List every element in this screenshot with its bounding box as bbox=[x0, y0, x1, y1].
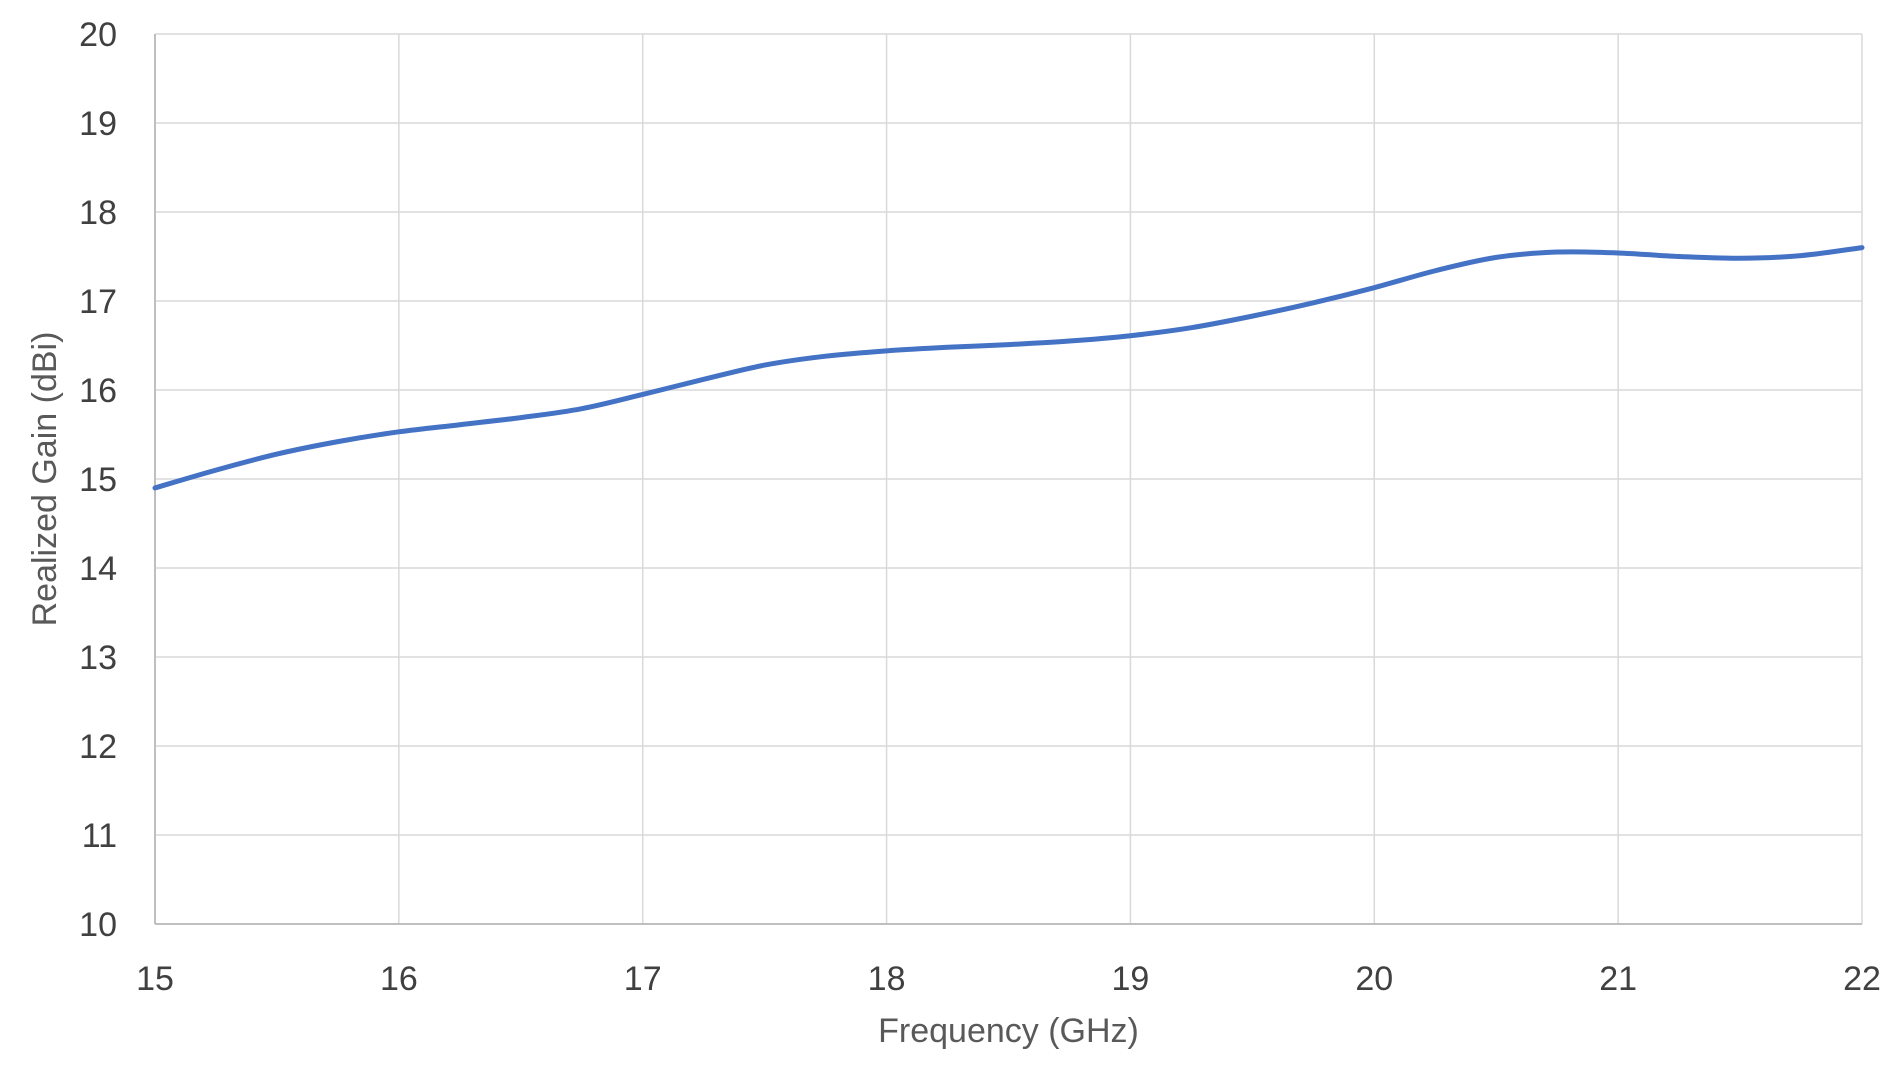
y-tick-label: 13 bbox=[79, 639, 117, 677]
x-tick-label: 15 bbox=[136, 960, 174, 998]
x-tick-label: 19 bbox=[1112, 960, 1150, 998]
x-tick-label: 21 bbox=[1599, 960, 1637, 998]
y-tick-label: 18 bbox=[79, 194, 117, 232]
x-tick-label: 20 bbox=[1355, 960, 1393, 998]
y-tick-label: 15 bbox=[79, 461, 117, 499]
y-tick-label: 16 bbox=[79, 372, 117, 410]
y-tick-label: 10 bbox=[79, 906, 117, 944]
plot-area bbox=[152, 245, 1865, 491]
y-tick-label: 12 bbox=[79, 728, 117, 766]
y-tick-label: 19 bbox=[79, 105, 117, 143]
x-axis-title: Frequency (GHz) bbox=[878, 1012, 1139, 1050]
tick-labels: 10 11 12 13 14 15 16 17 18 19 20 15 16 17 18 19 20 21 22 bbox=[79, 16, 1881, 998]
y-axis-title: Realized Gain (dBi) bbox=[26, 332, 64, 627]
x-tick-label: 16 bbox=[380, 960, 418, 998]
x-tick-label: 22 bbox=[1843, 960, 1881, 998]
gain-series-line bbox=[152, 245, 1865, 491]
y-tick-label: 14 bbox=[79, 550, 117, 588]
gridlines bbox=[155, 33, 1863, 924]
y-tick-label: 20 bbox=[79, 16, 117, 54]
x-tick-label: 18 bbox=[868, 960, 906, 998]
y-tick-label: 11 bbox=[82, 817, 117, 855]
axes bbox=[154, 34, 1862, 925]
y-tick-label: 17 bbox=[79, 283, 117, 321]
x-tick-label: 17 bbox=[624, 960, 662, 998]
